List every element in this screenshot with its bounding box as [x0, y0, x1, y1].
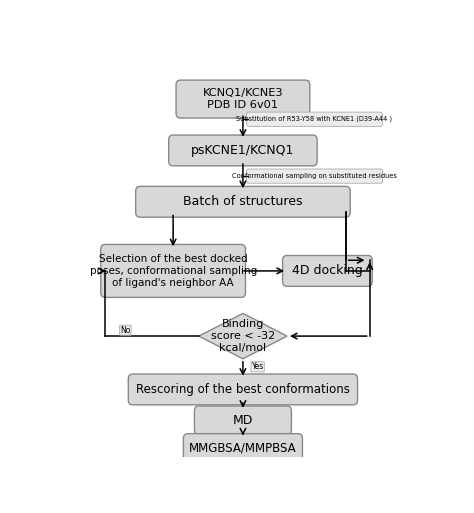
Text: 4D docking: 4D docking [292, 264, 363, 278]
FancyBboxPatch shape [169, 135, 317, 166]
FancyBboxPatch shape [136, 186, 350, 217]
Text: MMGBSA/MMPBSA: MMGBSA/MMPBSA [189, 441, 297, 455]
Text: Selection of the best docked
poses, conformational sampling
of ligand's neighbor: Selection of the best docked poses, conf… [90, 254, 257, 287]
FancyBboxPatch shape [128, 374, 357, 405]
Text: Substitution of R53-Y58 with KCNE1 (D39-A44 ): Substitution of R53-Y58 with KCNE1 (D39-… [237, 116, 392, 123]
Polygon shape [199, 313, 287, 359]
Text: KCNQ1/KCNE3
PDB ID 6v01: KCNQ1/KCNE3 PDB ID 6v01 [202, 88, 283, 110]
Text: Yes: Yes [252, 362, 264, 371]
FancyBboxPatch shape [194, 406, 292, 435]
Text: MD: MD [233, 413, 253, 427]
FancyBboxPatch shape [176, 80, 310, 118]
FancyBboxPatch shape [183, 433, 302, 462]
FancyBboxPatch shape [101, 245, 246, 298]
Text: Conformational sampling on substituted residues: Conformational sampling on substituted r… [232, 173, 397, 179]
Text: Binding
score < -32
kcal/mol: Binding score < -32 kcal/mol [211, 320, 275, 353]
Text: Rescoring of the best conformations: Rescoring of the best conformations [136, 383, 350, 396]
Text: No: No [120, 326, 130, 334]
Text: psKCNE1/KCNQ1: psKCNE1/KCNQ1 [191, 144, 295, 157]
Text: Batch of structures: Batch of structures [183, 195, 303, 208]
FancyBboxPatch shape [246, 169, 383, 183]
FancyBboxPatch shape [283, 255, 372, 286]
FancyBboxPatch shape [246, 112, 383, 126]
